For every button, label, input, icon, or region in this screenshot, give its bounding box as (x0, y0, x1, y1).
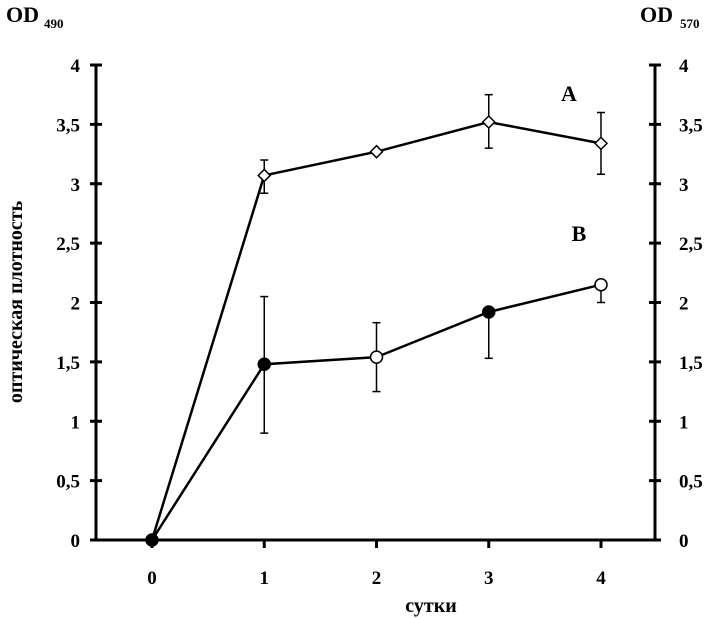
x-axis-label: сутки (405, 595, 456, 617)
x-tick-label: 0 (147, 568, 157, 589)
y-tick-label-left: 3,5 (56, 115, 80, 136)
y-tick-label-left: 2 (71, 294, 81, 315)
series-b-point (145, 533, 159, 547)
y-tick-label-left: 1,5 (56, 353, 80, 374)
series-a-point (593, 136, 609, 151)
series-a-point (257, 168, 272, 183)
y-tick-label-left: 1 (71, 412, 81, 433)
series-a-point (481, 114, 496, 130)
y-tick-label-right: 0,5 (679, 472, 703, 493)
x-tick-label: 3 (484, 568, 494, 589)
x-tick-label: 4 (596, 568, 606, 589)
left-od-title-main: OD (6, 2, 39, 27)
y-tick-label-left: 4 (71, 56, 81, 77)
left-od-title: OD 490 (6, 2, 64, 31)
series-b-label: B (572, 221, 587, 246)
y-tick-label-left: 3 (71, 175, 81, 196)
y-tick-label-right: 3 (679, 175, 689, 196)
y-tick-label-left: 0 (71, 531, 81, 552)
y-tick-label-right: 2 (679, 294, 689, 315)
y-tick-label-left: 2,5 (56, 234, 80, 255)
right-od-title-main: OD (640, 2, 673, 27)
y-tick-label-right: 4 (679, 56, 689, 77)
series-a-label: A (561, 81, 577, 106)
y-tick-label-right: 1 (679, 412, 689, 433)
series-b-point (257, 357, 271, 371)
y-tick-label-right: 3,5 (679, 115, 703, 136)
right-od-title-sub: 570 (680, 16, 700, 31)
series-a-point (369, 144, 384, 159)
y-axis-label: оптическая плотность (5, 200, 27, 403)
y-tick-label-right: 1,5 (679, 353, 703, 374)
series-b-point (369, 350, 384, 364)
axes: 0 0 0,5 0,5 1 1 1,5 1,5 2 2 2,5 2,5 3 3 3,5 3,5 4 4 0 1 2 3 4 (56, 56, 703, 589)
y-tick-label-right: 0 (679, 531, 689, 552)
x-tick-label: 1 (260, 568, 270, 589)
left-od-title-sub: 490 (44, 16, 64, 31)
right-od-title: OD 570 (640, 2, 700, 31)
y-tick-label-right: 2,5 (679, 234, 703, 255)
y-tick-label-left: 0,5 (56, 472, 80, 493)
series-b-point (594, 277, 608, 292)
series-b-point (482, 305, 496, 319)
x-tick-label: 2 (372, 568, 382, 589)
chart-marks: AB (144, 81, 609, 548)
